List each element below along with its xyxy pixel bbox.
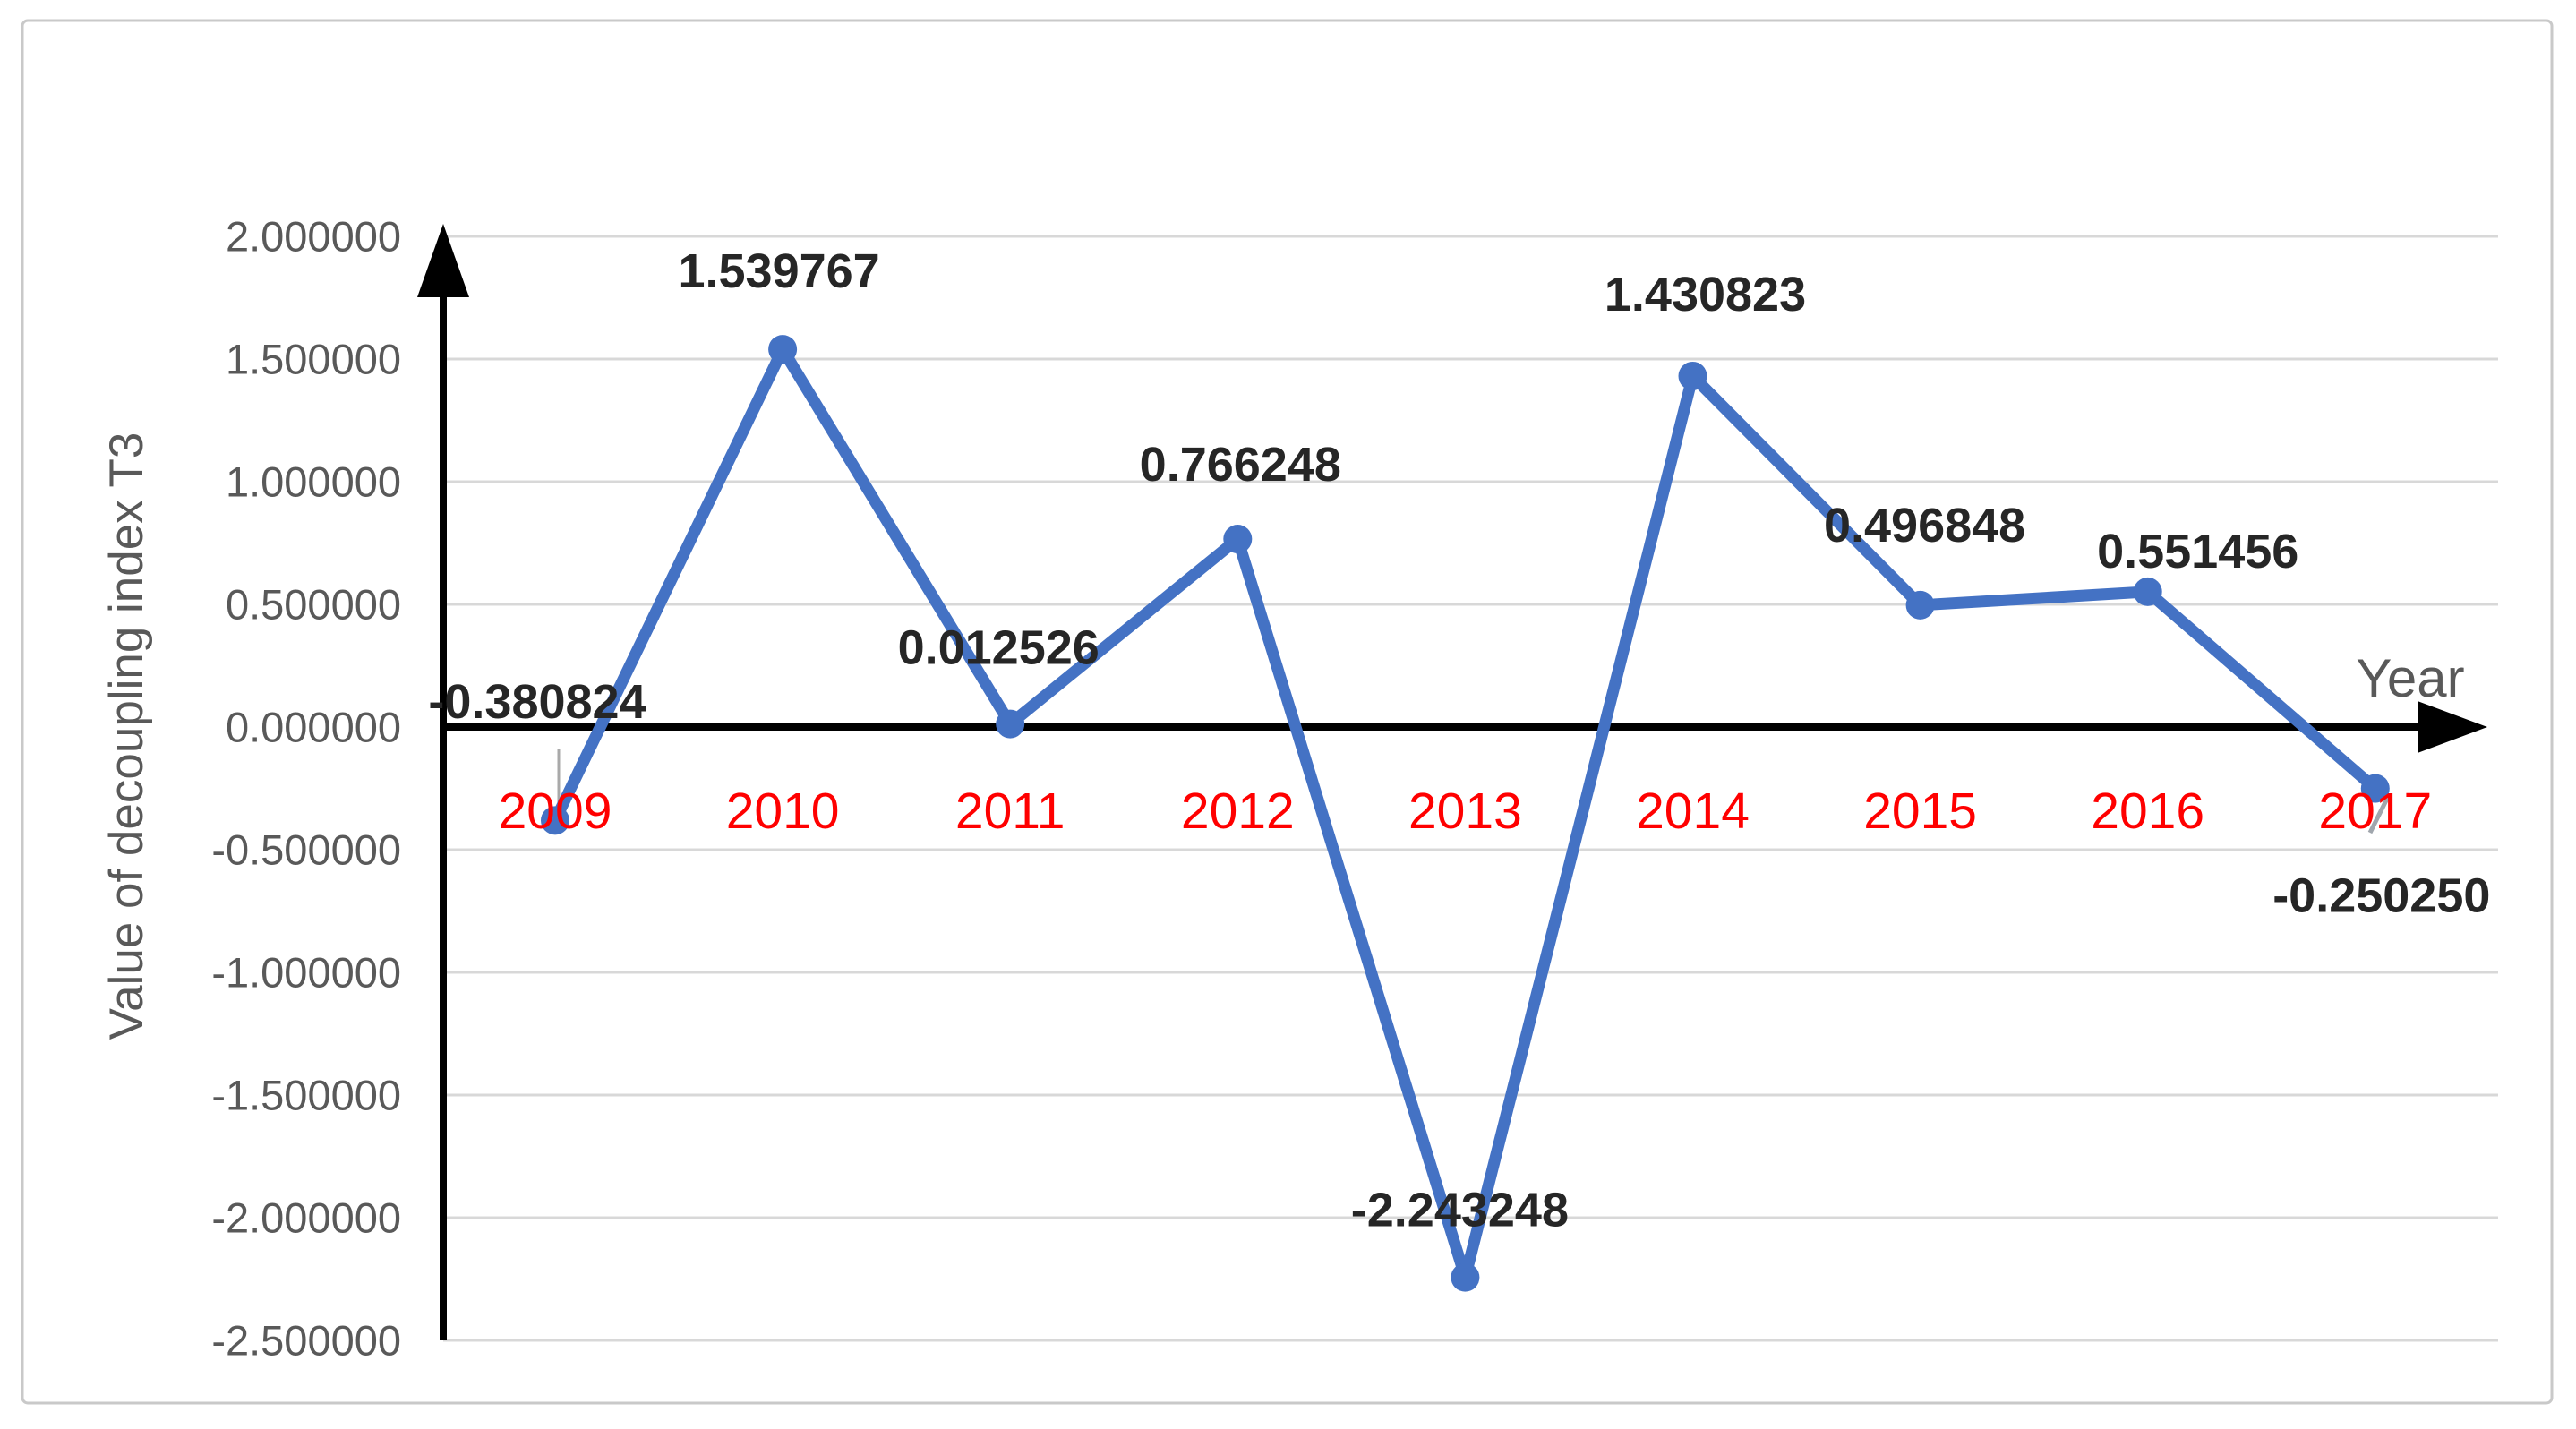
data-point-2016 bbox=[2133, 577, 2162, 606]
y-tick-label: -1.000000 bbox=[211, 948, 401, 996]
y-tick-label: -2.500000 bbox=[211, 1316, 401, 1364]
artifact-cursor bbox=[2367, 795, 2391, 834]
x-tick-label-2017: 2017 bbox=[2318, 783, 2432, 840]
data-point-2012 bbox=[1223, 525, 1253, 554]
data-point-2009 bbox=[541, 806, 569, 835]
y-axis-arrow bbox=[417, 224, 469, 297]
data-point-2015 bbox=[1905, 590, 1935, 620]
y-tick-label: -1.500000 bbox=[211, 1071, 401, 1118]
data-label-2012: 0.766248 bbox=[1140, 438, 1341, 492]
y-tick-label: 2.000000 bbox=[226, 212, 401, 260]
y-tick-label: -0.500000 bbox=[211, 826, 401, 873]
data-label-2015: 0.496848 bbox=[1824, 499, 2025, 552]
y-tick-label: 0.000000 bbox=[226, 703, 401, 750]
data-point-2017 bbox=[2360, 774, 2390, 803]
data-point-2011 bbox=[996, 709, 1025, 739]
data-label-2016: 0.551456 bbox=[2097, 525, 2298, 578]
data-label-2013: -2.243248 bbox=[1351, 1184, 1569, 1237]
x-axis-title: Year bbox=[2356, 648, 2464, 708]
x-tick-label-2013: 2013 bbox=[1408, 783, 1522, 840]
x-tick-label-2012: 2012 bbox=[1181, 783, 1295, 840]
x-axis-arrow bbox=[2418, 701, 2487, 753]
x-tick-label-2015: 2015 bbox=[1863, 783, 1977, 840]
data-point-2010 bbox=[768, 335, 798, 364]
data-label-2014: 1.430823 bbox=[1605, 268, 1806, 321]
x-tick-label-2016: 2016 bbox=[2091, 783, 2204, 840]
y-tick-label: 1.500000 bbox=[226, 335, 401, 382]
y-tick-label: -2.000000 bbox=[211, 1194, 401, 1241]
y-tick-label: 1.000000 bbox=[226, 458, 401, 505]
x-tick-label-2010: 2010 bbox=[726, 783, 840, 840]
x-tick-label-2011: 2011 bbox=[955, 783, 1065, 840]
data-point-2013 bbox=[1451, 1262, 1480, 1292]
x-tick-label-2014: 2014 bbox=[1636, 783, 1750, 840]
y-axis-title: Value of decoupling index T3 bbox=[100, 432, 153, 1040]
y-tick-label: 0.500000 bbox=[226, 580, 401, 628]
data-label-2010: 1.539767 bbox=[678, 244, 879, 298]
data-label-2011: 0.012526 bbox=[898, 620, 1100, 674]
x-tick-label-2009: 2009 bbox=[499, 783, 612, 840]
data-label-2009: -0.380824 bbox=[428, 675, 646, 729]
data-label-2017: -0.250250 bbox=[2272, 869, 2490, 922]
data-point-2014 bbox=[1678, 361, 1707, 390]
chart-layers: 2.000000 1.500000 1.000000 0.500000 0.000000… bbox=[21, 19, 2554, 1405]
